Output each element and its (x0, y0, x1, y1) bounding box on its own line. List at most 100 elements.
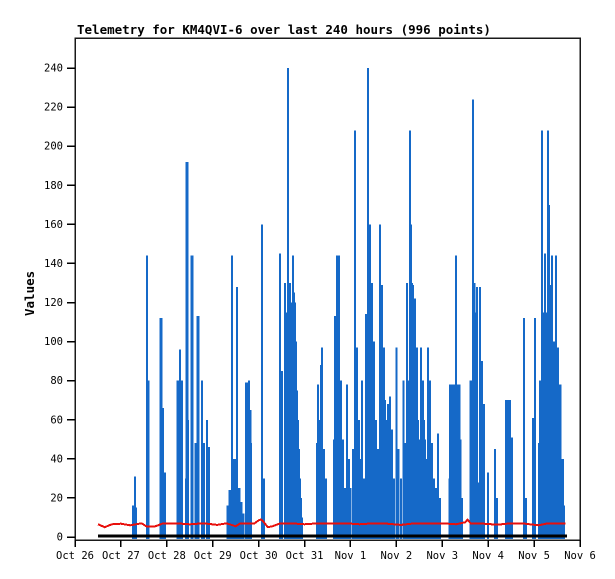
data-spike (299, 497, 302, 539)
data-spike (296, 390, 299, 539)
data-spike (288, 282, 291, 539)
data-spike (281, 370, 284, 539)
data-spike (346, 384, 349, 539)
data-spike (360, 380, 363, 539)
data-spike (365, 400, 368, 539)
data-spike (362, 478, 365, 539)
data-spike (368, 224, 371, 540)
data-spike (399, 478, 402, 539)
data-spike (287, 322, 290, 539)
data-spike (176, 380, 180, 539)
data-spike (343, 488, 346, 539)
data-spike (292, 292, 295, 539)
data-spike (364, 314, 367, 539)
data-spike (478, 286, 481, 539)
data-spike (228, 490, 232, 539)
telemetry-channel-red-line (97, 518, 566, 529)
data-spike (522, 318, 525, 539)
data-spike (533, 318, 536, 539)
data-spike (410, 282, 413, 539)
data-spike (378, 224, 381, 540)
x-tick-label: Nov 5 (518, 550, 550, 562)
data-spike (236, 286, 239, 539)
data-spike (336, 255, 339, 539)
data-spike (559, 458, 564, 539)
data-spike (383, 400, 386, 539)
data-spike (417, 439, 420, 539)
data-spike (318, 429, 321, 539)
data-spike (341, 439, 344, 539)
data-spike (315, 443, 318, 539)
x-tick-label: Nov 3 (426, 550, 458, 562)
data-spike (411, 284, 414, 539)
data-spike (538, 380, 541, 539)
x-tick-label: Oct 26 (56, 550, 94, 562)
y-tick-label: 120 (44, 297, 63, 309)
y-tick-label: 0 (57, 532, 63, 544)
y-tick-label: 140 (44, 258, 63, 270)
y-tick-label: 240 (44, 63, 63, 75)
y-tick-label: 160 (44, 219, 63, 231)
data-spike (320, 347, 323, 539)
data-spike (419, 347, 422, 539)
data-spike (487, 472, 490, 539)
data-spike (455, 384, 459, 539)
data-spike (407, 380, 410, 539)
y-tick-label: 20 (50, 492, 63, 504)
data-spike (194, 443, 197, 539)
x-tick-label: Oct 31 (286, 550, 324, 562)
data-spike (531, 417, 534, 539)
data-spike (260, 224, 263, 540)
data-spike (333, 316, 336, 539)
data-spike (159, 318, 163, 539)
data-spike (480, 361, 483, 539)
data-spike (423, 439, 426, 539)
data-spike (395, 347, 398, 539)
x-tick-label: Nov 2 (381, 550, 413, 562)
x-tick-label: Nov 1 (335, 550, 367, 562)
data-spike (426, 347, 429, 539)
data-spike (287, 68, 290, 539)
data-spike (241, 513, 245, 539)
data-spike (434, 488, 437, 539)
data-spike (508, 411, 511, 539)
data-spike (524, 497, 527, 539)
x-tick-label: Oct 30 (240, 550, 278, 562)
data-spike (405, 282, 408, 539)
data-spike (237, 488, 241, 539)
data-spike (403, 443, 406, 539)
data-spike (408, 130, 411, 540)
y-tick-label: 100 (44, 336, 63, 348)
data-spike (438, 497, 441, 539)
data-spike (295, 341, 298, 539)
data-spike (231, 255, 234, 539)
data-spike (472, 282, 476, 539)
data-spike (190, 255, 194, 539)
data-spike (370, 282, 373, 539)
data-spike (353, 130, 356, 540)
data-spike (208, 447, 211, 539)
data-spike (461, 497, 464, 539)
data-spike (203, 443, 206, 539)
data-spike (428, 380, 431, 539)
data-spike (495, 497, 498, 539)
data-spike (133, 507, 138, 539)
data-spike (185, 161, 189, 540)
data-spike (291, 255, 294, 539)
data-spike (323, 449, 326, 539)
data-spike (337, 255, 340, 539)
y-axis-label: Values (22, 270, 37, 316)
data-spike (477, 482, 480, 539)
data-spike (379, 322, 382, 539)
data-spike (355, 347, 358, 539)
x-tick-label: Oct 29 (194, 550, 232, 562)
data-spike (458, 439, 462, 539)
data-spike (248, 409, 252, 539)
data-spike (546, 130, 549, 540)
y-tick-label: 220 (44, 102, 63, 114)
data-spike (393, 478, 396, 539)
data-spike (432, 478, 435, 539)
data-spike (548, 284, 551, 539)
data-spike (390, 429, 393, 539)
